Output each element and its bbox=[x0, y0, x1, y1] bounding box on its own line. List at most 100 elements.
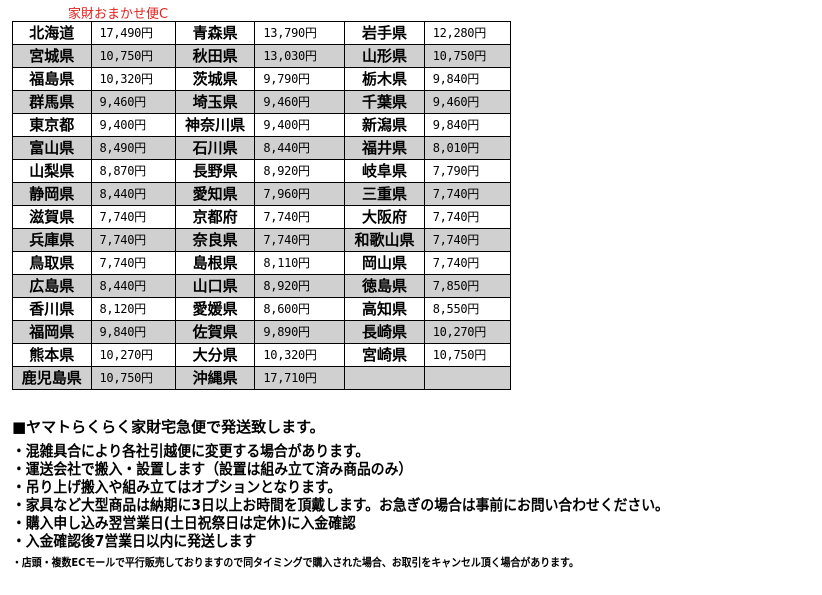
prefecture-cell: 新潟県 bbox=[344, 113, 425, 137]
price-cell: 8,110円 bbox=[254, 251, 346, 275]
prefecture-cell: 長野県 bbox=[174, 159, 256, 183]
price-cell: 8,600円 bbox=[254, 297, 346, 321]
prefecture-cell: 東京都 bbox=[12, 113, 92, 137]
price-cell: 9,460円 bbox=[90, 90, 176, 114]
prefecture-cell: 栃木県 bbox=[344, 67, 425, 91]
price-cell: 7,740円 bbox=[90, 205, 176, 229]
price-cell: 12,280円 bbox=[423, 21, 512, 45]
price-cell: 10,270円 bbox=[423, 320, 512, 344]
price-cell: 7,740円 bbox=[254, 228, 346, 252]
price-cell: 17,710円 bbox=[254, 366, 346, 390]
price-cell: 8,550円 bbox=[423, 297, 512, 321]
table-row: 宮城県 10,750円 秋田県 13,030円 山形県 10,750円 bbox=[12, 44, 512, 68]
prefecture-cell: 和歌山県 bbox=[344, 228, 425, 252]
table-row: 広島県 8,440円 山口県 8,920円 徳島県 7,850円 bbox=[12, 274, 512, 298]
prefecture-cell: 熊本県 bbox=[12, 343, 92, 367]
prefecture-cell: 埼玉県 bbox=[174, 90, 256, 114]
price-cell: 7,850円 bbox=[423, 274, 512, 298]
prefecture-cell: 岐阜県 bbox=[344, 159, 425, 183]
price-cell: 9,400円 bbox=[90, 113, 176, 137]
prefecture-cell: 広島県 bbox=[12, 274, 92, 298]
prefecture-cell: 茨城県 bbox=[174, 67, 256, 91]
price-cell: 9,840円 bbox=[423, 113, 512, 137]
shipping-notes: ■ヤマトらくらく家財宅急便で発送致します。 ・混雑具合により各社引越便に変更する… bbox=[12, 417, 726, 570]
table-row: 鹿児島県 10,750円 沖縄県 17,710円 bbox=[12, 366, 512, 390]
price-cell: 8,010円 bbox=[423, 136, 512, 160]
table-row: 山梨県 8,870円 長野県 8,920円 岐阜県 7,790円 bbox=[12, 159, 512, 183]
price-cell: 17,490円 bbox=[90, 21, 176, 45]
prefecture-cell: 長崎県 bbox=[344, 320, 425, 344]
rate-table-title: 家財おまかせ便C bbox=[68, 7, 169, 22]
prefecture-cell: 三重県 bbox=[344, 182, 425, 206]
prefecture-cell: 静岡県 bbox=[12, 182, 92, 206]
prefecture-cell: 石川県 bbox=[174, 136, 256, 160]
prefecture-cell: 北海道 bbox=[12, 21, 92, 45]
price-cell: 13,030円 bbox=[254, 44, 346, 68]
note-item: ・運送会社で搬入・設置します（設置は組み立て済み商品のみ） bbox=[12, 460, 413, 478]
price-cell: 7,740円 bbox=[254, 205, 346, 229]
price-cell: 7,790円 bbox=[423, 159, 512, 183]
table-row: 兵庫県 7,740円 奈良県 7,740円 和歌山県 7,740円 bbox=[12, 228, 512, 252]
note-item: ・入金確認後7営業日以内に発送します bbox=[12, 532, 257, 550]
notes-small-print: ・店頭・複数ECモールで平行販売しておりますので同タイミングで購入された場合、お… bbox=[12, 556, 579, 569]
price-cell: 9,400円 bbox=[254, 113, 346, 137]
prefecture-cell bbox=[344, 366, 425, 390]
price-cell: 7,740円 bbox=[90, 251, 176, 275]
prefecture-cell: 群馬県 bbox=[12, 90, 92, 114]
price-cell: 10,750円 bbox=[423, 343, 512, 367]
prefecture-cell: 佐賀県 bbox=[174, 320, 256, 344]
price-cell: 10,320円 bbox=[90, 67, 176, 91]
price-cell: 7,740円 bbox=[423, 182, 512, 206]
prefecture-cell: 京都府 bbox=[174, 205, 256, 229]
table-row: 香川県 8,120円 愛媛県 8,600円 高知県 8,550円 bbox=[12, 297, 512, 321]
table-row: 熊本県 10,270円 大分県 10,320円 宮崎県 10,750円 bbox=[12, 343, 512, 367]
price-cell: 8,920円 bbox=[254, 274, 346, 298]
table-row: 群馬県 9,460円 埼玉県 9,460円 千葉県 9,460円 bbox=[12, 90, 512, 114]
price-cell: 9,840円 bbox=[90, 320, 176, 344]
prefecture-cell: 福井県 bbox=[344, 136, 425, 160]
price-cell: 8,440円 bbox=[254, 136, 346, 160]
price-cell: 7,740円 bbox=[423, 251, 512, 275]
table-row: 富山県 8,490円 石川県 8,440円 福井県 8,010円 bbox=[12, 136, 512, 160]
price-cell bbox=[423, 366, 512, 390]
price-cell: 9,790円 bbox=[254, 67, 346, 91]
prefecture-cell: 香川県 bbox=[12, 297, 92, 321]
prefecture-cell: 千葉県 bbox=[344, 90, 425, 114]
price-cell: 10,750円 bbox=[423, 44, 512, 68]
price-cell: 10,750円 bbox=[90, 44, 176, 68]
price-cell: 9,890円 bbox=[254, 320, 346, 344]
price-cell: 8,920円 bbox=[254, 159, 346, 183]
prefecture-cell: 愛媛県 bbox=[174, 297, 256, 321]
table-row: 福島県 10,320円 茨城県 9,790円 栃木県 9,840円 bbox=[12, 67, 512, 91]
price-cell: 7,960円 bbox=[254, 182, 346, 206]
prefecture-cell: 山口県 bbox=[174, 274, 256, 298]
prefecture-cell: 徳島県 bbox=[344, 274, 425, 298]
table-row: 北海道 17,490円 青森県 13,790円 岩手県 12,280円 bbox=[12, 21, 512, 45]
price-cell: 8,440円 bbox=[90, 274, 176, 298]
note-item: ・家具など大型商品は納期に3日以上お時間を頂戴します。お急ぎの場合は事前にお問い… bbox=[12, 496, 669, 514]
note-item: ・購入申し込み翌営業日(土日祝祭日は定休)に入金確認 bbox=[12, 514, 356, 532]
prefecture-cell: 岩手県 bbox=[344, 21, 425, 45]
price-cell: 7,740円 bbox=[423, 205, 512, 229]
price-cell: 8,870円 bbox=[90, 159, 176, 183]
price-cell: 7,740円 bbox=[90, 228, 176, 252]
price-cell: 8,120円 bbox=[90, 297, 176, 321]
price-cell: 8,490円 bbox=[90, 136, 176, 160]
prefecture-cell: 富山県 bbox=[12, 136, 92, 160]
prefecture-cell: 神奈川県 bbox=[174, 113, 256, 137]
prefecture-cell: 宮城県 bbox=[12, 44, 92, 68]
prefecture-cell: 愛知県 bbox=[174, 182, 256, 206]
prefecture-cell: 青森県 bbox=[174, 21, 256, 45]
notes-heading: ■ヤマトらくらく家財宅急便で発送致します。 bbox=[12, 418, 325, 436]
prefecture-cell: 鳥取県 bbox=[12, 251, 92, 275]
prefecture-cell: 福島県 bbox=[12, 67, 92, 91]
table-row: 静岡県 8,440円 愛知県 7,960円 三重県 7,740円 bbox=[12, 182, 512, 206]
note-item: ・吊り上げ搬入や組み立てはオプションとなります。 bbox=[12, 478, 342, 496]
prefecture-cell: 高知県 bbox=[344, 297, 425, 321]
prefecture-cell: 滋賀県 bbox=[12, 205, 92, 229]
prefecture-cell: 大阪府 bbox=[344, 205, 425, 229]
price-cell: 10,750円 bbox=[90, 366, 176, 390]
prefecture-cell: 宮崎県 bbox=[344, 343, 425, 367]
prefecture-cell: 大分県 bbox=[174, 343, 256, 367]
prefecture-cell: 島根県 bbox=[174, 251, 256, 275]
